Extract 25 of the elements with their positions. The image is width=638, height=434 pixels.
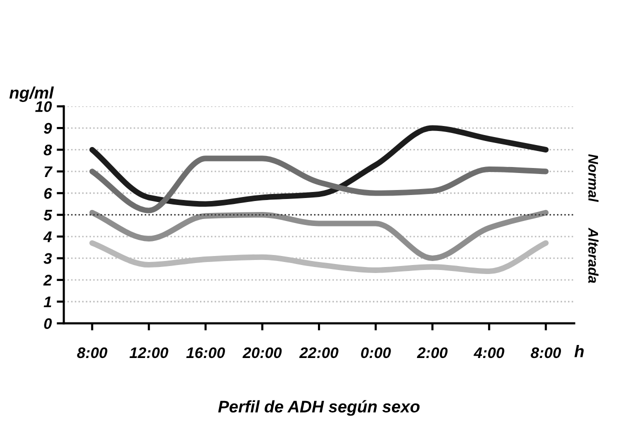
x-tick-label: 4:00 <box>474 347 504 358</box>
y-tick-label: 3 <box>44 253 52 264</box>
y-tick-label: 2 <box>43 274 52 286</box>
y-tick-label: 9 <box>44 122 52 134</box>
text: Normal <box>588 154 598 202</box>
y-tick-label: 5 <box>44 210 52 221</box>
y-tick-label: 7 <box>44 166 53 177</box>
y-tick-label: 4 <box>43 232 52 242</box>
x-tick-label: 20:00 <box>242 347 282 358</box>
y-axis-title: ng/ml <box>9 86 54 102</box>
text: Alterada <box>588 228 598 284</box>
x-tick-label: 0:00 <box>361 347 391 358</box>
text: Perfil de ADH según sexo <box>218 400 420 416</box>
x-tick-label: 22:00 <box>299 347 338 358</box>
x-tick-label: 16:00 <box>186 347 225 358</box>
x-tick-label: 8:00 <box>530 347 561 358</box>
y-tick-label: 0 <box>44 318 52 330</box>
y-tick-label: 10 <box>35 101 52 112</box>
x-tick-label: 2:00 <box>416 347 448 358</box>
x-tick-label: 12:00 <box>130 347 168 358</box>
y-tick-label: 1 <box>44 296 52 308</box>
y-tick-label: 8 <box>44 144 52 156</box>
x-tick-label: 8:00 <box>77 347 108 358</box>
y-tick-label: 6 <box>44 188 52 199</box>
x-axis-title: h <box>574 345 584 358</box>
